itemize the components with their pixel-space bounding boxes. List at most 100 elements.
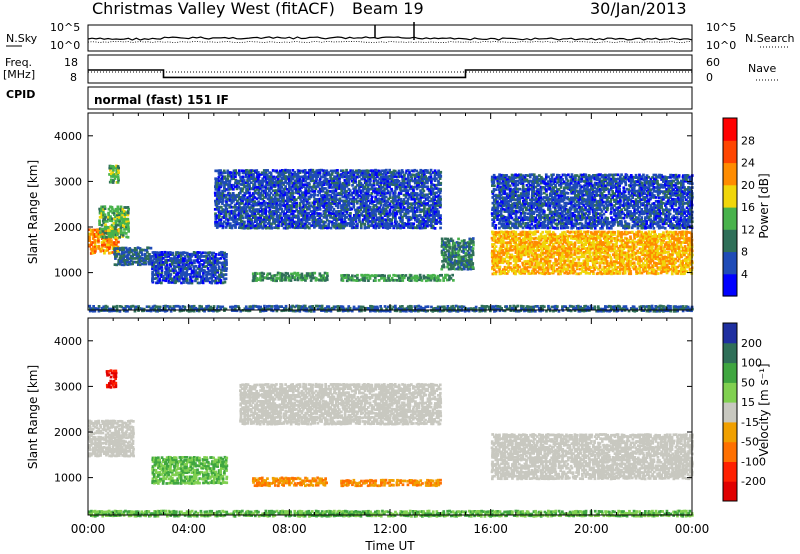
echo-cell	[202, 279, 205, 282]
echo-cell	[207, 251, 210, 255]
echo-cell	[97, 239, 100, 242]
echo-cell	[108, 217, 112, 221]
echo-cell	[395, 187, 399, 191]
echo-cell	[121, 207, 125, 211]
echo-cell	[491, 265, 494, 269]
echo-cell	[255, 216, 259, 220]
echo-cell	[210, 279, 214, 283]
echo-cell	[249, 194, 253, 197]
echo-cell	[374, 208, 377, 211]
echo-cell	[417, 197, 420, 201]
echo-cell	[225, 188, 229, 191]
echo-cell	[384, 207, 388, 211]
echo-cell	[286, 198, 289, 201]
echo-cell	[165, 275, 169, 278]
echo-cell	[286, 276, 290, 279]
echo-cell	[270, 222, 273, 226]
echo-cell	[312, 214, 316, 217]
echo-cell	[344, 171, 347, 174]
echo-cell	[217, 188, 221, 191]
echo-cell	[219, 224, 223, 227]
echo-cell	[160, 265, 163, 269]
echo-cell	[93, 239, 97, 242]
echo-cell	[430, 220, 433, 224]
echo-cell	[288, 195, 291, 199]
echo-cell	[376, 181, 379, 184]
echo-cell	[419, 177, 423, 180]
echo-cell	[528, 230, 532, 234]
echo-cell	[120, 263, 124, 267]
echo-cell	[127, 207, 130, 211]
echo-cell	[180, 275, 184, 278]
echo-cell	[312, 205, 316, 209]
echo-cell	[367, 204, 370, 208]
echo-cell	[332, 222, 336, 225]
echo-cell	[381, 210, 385, 213]
echo-cell	[309, 175, 312, 178]
echo-cell	[300, 179, 303, 183]
echo-cell	[127, 250, 131, 254]
echo-cell	[90, 243, 93, 247]
echo-cell	[287, 214, 291, 218]
echo-cell	[345, 200, 349, 203]
echo-cell	[274, 209, 277, 213]
echo-cell	[361, 218, 365, 222]
echo-cell	[455, 267, 459, 271]
echo-cell	[341, 173, 345, 177]
echo-cell	[371, 218, 374, 222]
freq-left-tick-bottom: 8	[70, 71, 77, 84]
echo-cell	[390, 224, 393, 227]
echo-cell	[354, 212, 358, 216]
echo-cell	[330, 186, 334, 189]
echo-cell	[388, 183, 392, 186]
echo-cell	[131, 260, 135, 264]
echo-cell	[503, 251, 507, 255]
echo-cell	[422, 175, 426, 179]
echo-cell	[453, 255, 457, 259]
echo-cell	[214, 169, 218, 173]
echo-cell	[332, 183, 336, 187]
echo-cell	[431, 171, 435, 174]
echo-cell	[507, 263, 511, 267]
echo-cell	[491, 253, 494, 257]
echo-cell	[491, 267, 494, 271]
echo-cell	[420, 279, 424, 282]
echo-cell	[374, 279, 377, 282]
echo-cell	[464, 261, 468, 265]
echo-cell	[250, 175, 253, 178]
echo-cell	[428, 218, 431, 221]
echo-cell	[253, 220, 257, 223]
echo-cell	[123, 217, 126, 221]
echo-cell	[351, 274, 354, 278]
echo-cell	[492, 264, 496, 267]
echo-cell	[255, 188, 259, 191]
echo-cell	[246, 172, 250, 176]
echo-cell	[275, 189, 278, 192]
echo-cell	[116, 205, 120, 209]
echo-cell	[221, 226, 225, 230]
echo-cell	[330, 198, 334, 201]
echo-cell	[334, 216, 338, 220]
echo-cell	[306, 205, 309, 209]
echo-cell	[234, 171, 237, 175]
echo-cell	[232, 220, 236, 224]
echo-cell	[433, 177, 437, 180]
echo-cell	[317, 171, 320, 174]
echo-cell	[217, 253, 221, 256]
echo-cell	[406, 204, 410, 208]
echo-cell	[217, 175, 221, 179]
echo-cell	[355, 201, 359, 205]
echo-cell	[322, 220, 325, 224]
echo-cell	[341, 170, 345, 174]
echo-cell	[378, 216, 381, 219]
echo-cell	[216, 192, 219, 195]
echo-cell	[470, 246, 473, 249]
echo-cell	[437, 197, 440, 201]
echo-cell	[374, 204, 378, 207]
echo-cell	[397, 206, 400, 210]
echo-cell	[410, 177, 413, 180]
echo-cell	[266, 175, 269, 178]
echo-cell	[208, 269, 212, 272]
echo-cell	[175, 276, 178, 280]
echo-cell	[519, 238, 523, 242]
